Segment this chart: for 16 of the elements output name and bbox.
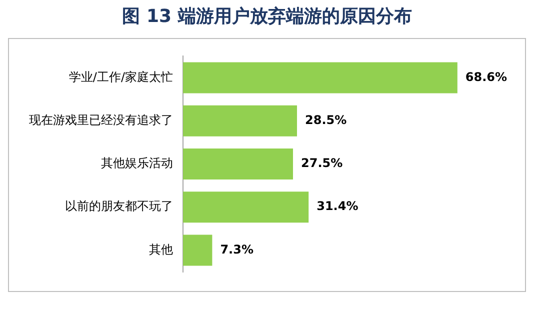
bar [183, 234, 212, 266]
chart-title: 图 13 端游用户放弃端游的原因分布 [121, 5, 413, 28]
y-tick-label: 以前的朋友都不玩了 [65, 199, 173, 214]
data-label: 28.5% [305, 113, 347, 128]
y-tick-label: 学业/工作/家庭太忙 [68, 70, 173, 84]
data-label: 68.6% [465, 70, 508, 84]
bar [183, 148, 293, 180]
y-tick-label: 其他 [149, 242, 173, 256]
bar [183, 192, 309, 223]
y-tick-label: 其他娱乐活动 [101, 156, 173, 170]
bar [183, 105, 297, 136]
data-label: 7.3% [220, 242, 254, 256]
bar [183, 62, 458, 94]
y-tick-label: 现在游戏里已经没有追求了 [29, 113, 173, 128]
data-label: 27.5% [301, 156, 343, 170]
data-label: 31.4% [316, 199, 358, 214]
